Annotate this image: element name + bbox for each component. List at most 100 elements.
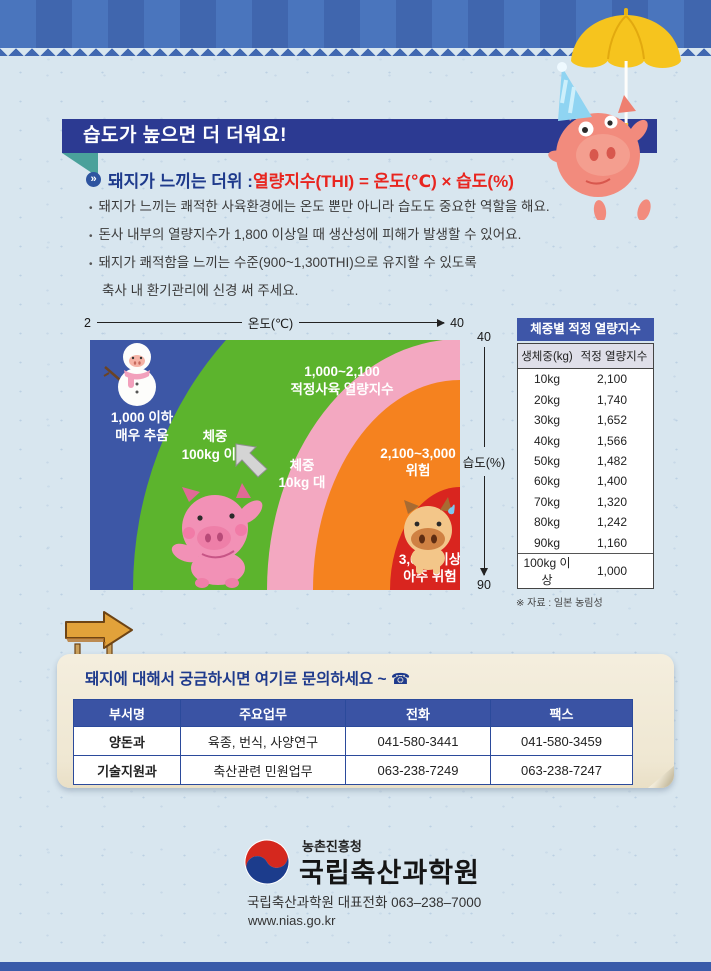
table-row: 90kg 1,160 [518,533,653,553]
zone-danger-label: 2,100~3,000 [380,446,455,461]
zone-optimal-sublabel: 적정사육 열량지수 [290,381,393,397]
table-row: 70kg 1,320 [518,492,653,512]
weight-cell: 20kg [533,392,561,407]
thi-cell: 1,000 [596,563,628,578]
fax-cell: 063-238-7247 [490,755,633,785]
thi-cell: 1,566 [596,433,628,448]
bottom-navy-bar [0,962,711,971]
x-axis-label: 온도(℃) [247,317,294,331]
weight-cell: 100kg 이상 [523,555,571,587]
fax-cell: 041-580-3459 [490,726,633,756]
table-row: 100kg 이상 1,000 [518,552,653,588]
col-header-fax: 팩스 [490,699,633,727]
y-axis-label: 습도(%) [462,455,506,470]
bullet-dot: • [89,231,93,242]
sweaty-pig-illustration [404,497,455,574]
signpost-arrow-icon [65,611,133,663]
weight-cell: 90kg [533,535,561,550]
thi-zone-chart: 1,000 이하 매우 추움 1,000~2,100 적정사육 열량지수 2,1… [90,340,460,590]
thi-cell: 1,320 [596,494,628,509]
table-row: 30kg 1,652 [518,410,653,430]
thi-cell: 1,400 [596,474,628,489]
contact-panel: 돼지에 대해서 궁금하시면 여기로 문의하세요 ~ ☎ 부서명 주요업무 전화 … [57,654,674,788]
weight-note-100kg-line2: 100kg 이상 [182,446,249,462]
thi-cell: 1,652 [596,413,628,428]
thi-cell: 1,242 [596,515,628,530]
rda-taegeuk-logo-icon [244,839,290,885]
table-row: 80kg 1,242 [518,512,653,532]
thi-cell: 1,160 [596,535,628,550]
x-axis-max: 40 [450,315,465,330]
footer-website: www.nias.go.kr [248,913,336,928]
zone-optimal-label: 1,000~2,100 [304,364,379,379]
bullet-text: 축사 내 환기관리에 신경 써 주세요. [102,283,299,298]
heading-prefix: 돼지가 느끼는 더위 : [108,172,253,191]
bullet-text: 돈사 내부의 열량지수가 1,800 이상일 때 생산성에 피해가 발생할 수 … [98,227,522,242]
footer: 농촌진흥청 국립축산과학원 국립축산과학원 대표전화 063–238–7000 … [240,832,540,942]
dept-cell: 기술지원과 [73,755,181,785]
zone-very-cold-label: 1,000 이하 [111,409,174,425]
heading-formula-row: » 돼지가 느끼는 더위 : 열량지수(THI) = 온도(℃) × 습도(%) [86,167,646,192]
thi-cell: 1,740 [596,392,628,407]
zone-severe-sublabel: 아주 위험 [403,568,456,584]
snowman-pig-illustration [103,343,156,406]
dept-cell: 양돈과 [73,726,181,756]
bullet-item: • 돼지가 느끼는 쾌적한 사육환경에는 온도 뿐만 아니라 습도도 중요한 역… [89,199,664,217]
col-header-phone: 전화 [345,699,491,727]
bullet-item: • 돼지가 쾌적함을 느끼는 수준(900~1,300THI)으로 유지할 수 … [89,255,664,273]
table-row: 20kg 1,740 [518,389,653,409]
table-row: 50kg 1,482 [518,451,653,471]
weight-cell: 70kg [533,494,561,509]
umbrella-pig-illustration [548,8,681,220]
phone-cell: 063-238-7249 [345,755,491,785]
zone-very-cold-sublabel: 매우 추움 [115,428,168,443]
org-name-small: 농촌진흥청 [302,839,362,854]
contact-header-row: 부서명 주요업무 전화 팩스 [73,699,633,727]
bullet-text: 돼지가 느끼는 쾌적한 사육환경에는 온도 뿐만 아니라 습도도 중요한 역할을… [98,199,550,214]
org-name-large: 국립축산과학원 [299,858,480,888]
happy-pig-illustration [171,483,263,588]
thi-cell: 1,482 [596,453,628,468]
chevron-bullet-icon: » [86,172,101,187]
x-axis-line [96,322,242,323]
intro-bullet-list: • 돼지가 느끼는 쾌적한 사육환경에는 온도 뿐만 아니라 습도도 중요한 역… [89,199,664,309]
party-hat-icon [557,62,592,121]
chart-y-axis: 40 습도(%) 90 [462,330,506,592]
weight-col-header: 생체중(kg) [521,351,573,363]
table-row: 40kg 1,566 [518,430,653,450]
weight-note-10kg-line1: 체중 [290,458,315,473]
awning-zigzag-edge [0,48,711,56]
duty-cell: 축산관련 민원업무 [180,755,346,785]
col-header-dept: 부서명 [73,699,181,727]
weight-table-body: 10kg 2,100 20kg 1,740 30kg 1,652 40kg 1,566 … [518,369,653,588]
thi-col-header: 적정 열량지수 [580,351,648,363]
contact-table: 부서명 주요업무 전화 팩스 양돈과 육종, 번식, 사양연구 041-580-… [73,699,633,785]
x-axis-min: 2 [84,315,91,330]
y-axis-line-top [483,347,485,447]
zone-danger-sublabel: 위험 [406,462,431,478]
weight-cell: 40kg [533,433,561,448]
bullet-dot: • [89,203,93,214]
contact-panel-title: 돼지에 대해서 궁금하시면 여기로 문의하세요 ~ ☎ [85,671,411,688]
col-header-duty: 주요업무 [180,699,346,727]
footer-phone-line: 국립축산과학원 대표전화 063–238–7000 [247,895,482,910]
thi-cell: 2,100 [596,372,628,387]
y-axis-min: 40 [477,330,491,344]
weight-cell: 80kg [533,515,561,530]
x-axis-arrow-line [299,318,445,327]
y-axis-arrow-line [479,475,488,576]
bullet-item: • 돈사 내부의 열량지수가 1,800 이상일 때 생산성에 피해가 발생할 … [89,227,664,245]
phone-cell: 041-580-3441 [345,726,491,756]
upleft-arrow-icon [235,443,268,478]
bullet-dot: • [89,259,93,270]
weight-cell: 30kg [533,413,561,428]
party-pig-illustration [548,62,651,220]
weight-note-100kg-line1: 체중 [203,429,228,444]
weight-table-header: 생체중(kg) 적정 열량지수 [518,344,653,369]
weight-cell: 60kg [533,474,561,489]
bullet-item-continuation: 축사 내 환기관리에 신경 써 주세요. [89,283,664,299]
duty-cell: 육종, 번식, 사양연구 [180,726,346,756]
weight-cell: 50kg [533,453,561,468]
chart-x-axis: 2 온도(℃) 40 [84,313,464,332]
table-row: 기술지원과 축산관련 민원업무 063-238-7249 063-238-724… [73,755,633,785]
